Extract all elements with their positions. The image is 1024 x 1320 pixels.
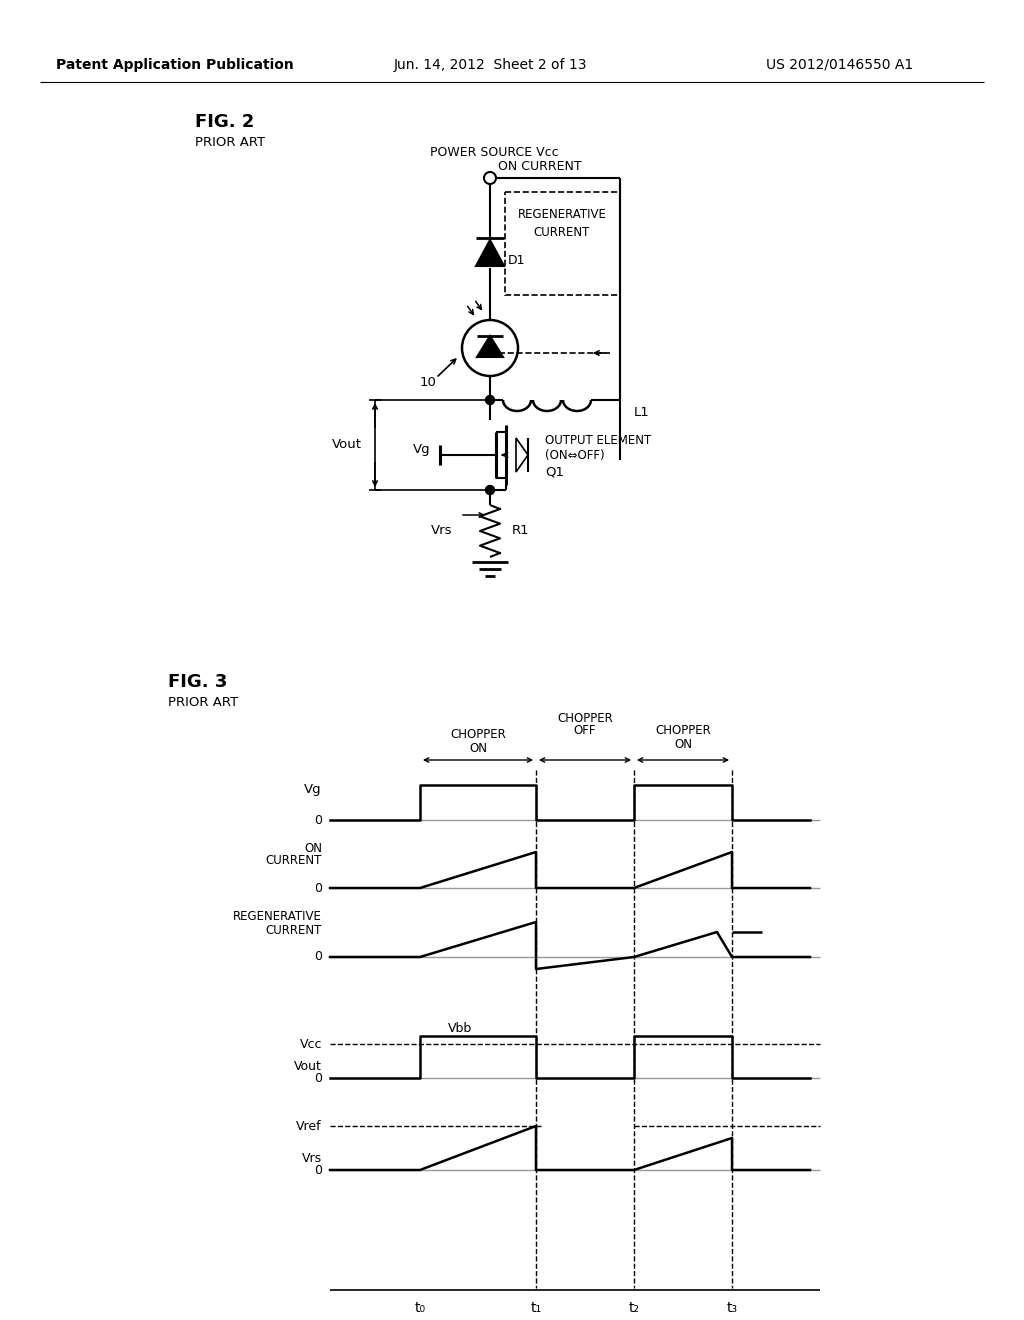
Text: t₁: t₁	[530, 1302, 542, 1315]
Text: Vcc: Vcc	[299, 1038, 322, 1051]
Text: D1: D1	[508, 253, 525, 267]
Text: (ON⇔OFF): (ON⇔OFF)	[545, 450, 604, 462]
Text: POWER SOURCE Vcc: POWER SOURCE Vcc	[430, 145, 559, 158]
Text: CURRENT: CURRENT	[265, 854, 322, 867]
Text: t₂: t₂	[629, 1302, 640, 1315]
Text: CURRENT: CURRENT	[534, 226, 590, 239]
Text: CURRENT: CURRENT	[265, 924, 322, 937]
Text: REGENERATIVE: REGENERATIVE	[233, 911, 322, 924]
Text: t₀: t₀	[415, 1302, 426, 1315]
Text: R1: R1	[512, 524, 529, 537]
Text: PRIOR ART: PRIOR ART	[195, 136, 265, 149]
Text: Q1: Q1	[545, 466, 564, 479]
Text: 0: 0	[314, 1163, 322, 1176]
Text: 10: 10	[420, 376, 436, 389]
Text: PRIOR ART: PRIOR ART	[168, 696, 239, 709]
Text: 0: 0	[314, 882, 322, 895]
Text: US 2012/0146550 A1: US 2012/0146550 A1	[766, 58, 913, 73]
Text: Vrs: Vrs	[431, 524, 453, 537]
Polygon shape	[476, 240, 504, 267]
Text: 0: 0	[314, 950, 322, 964]
Text: ON: ON	[469, 742, 487, 755]
Text: Vbb: Vbb	[449, 1022, 472, 1035]
Text: Vout: Vout	[294, 1060, 322, 1072]
Text: Vg: Vg	[304, 784, 322, 796]
Text: ON CURRENT: ON CURRENT	[498, 161, 582, 173]
Text: 0: 0	[314, 1072, 322, 1085]
Text: OUTPUT ELEMENT: OUTPUT ELEMENT	[545, 433, 651, 446]
Text: t₃: t₃	[726, 1302, 737, 1315]
Text: Jun. 14, 2012  Sheet 2 of 13: Jun. 14, 2012 Sheet 2 of 13	[393, 58, 587, 73]
Text: FIG. 3: FIG. 3	[168, 673, 227, 690]
Text: Vg: Vg	[414, 444, 431, 457]
Text: L1: L1	[634, 405, 650, 418]
Text: Patent Application Publication: Patent Application Publication	[56, 58, 294, 73]
Polygon shape	[477, 337, 503, 356]
Text: FIG. 2: FIG. 2	[195, 114, 254, 131]
Text: Vout: Vout	[332, 438, 362, 451]
Text: Vref: Vref	[296, 1119, 322, 1133]
Circle shape	[485, 486, 495, 495]
Text: 0: 0	[314, 813, 322, 826]
Text: CHOPPER: CHOPPER	[557, 711, 613, 725]
Circle shape	[485, 396, 495, 404]
Text: CHOPPER: CHOPPER	[655, 725, 711, 738]
Text: Vrs: Vrs	[302, 1151, 322, 1164]
Text: OFF: OFF	[573, 725, 596, 738]
Text: ON: ON	[674, 738, 692, 751]
Text: ON: ON	[304, 842, 322, 854]
FancyBboxPatch shape	[505, 191, 620, 294]
Text: REGENERATIVE: REGENERATIVE	[517, 209, 606, 222]
Text: CHOPPER: CHOPPER	[451, 729, 506, 742]
